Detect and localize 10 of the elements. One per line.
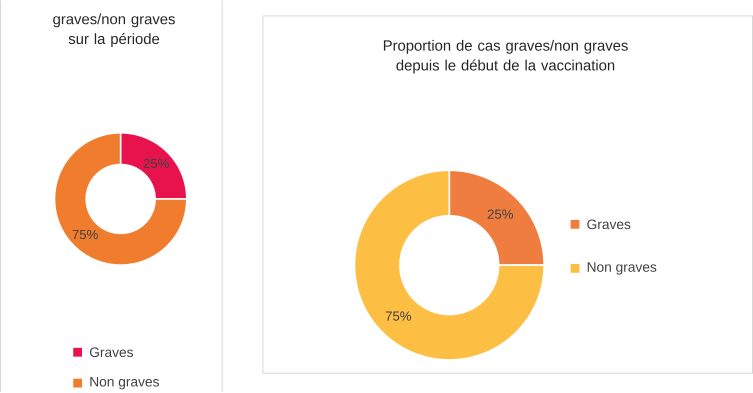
data-label: 25% <box>488 210 513 219</box>
data-label: 75% <box>72 230 98 240</box>
data-label: 25% <box>144 158 169 168</box>
legend-label: Non graves <box>588 262 656 275</box>
legend-label: Non graves <box>90 377 159 390</box>
legend-label: Graves <box>90 347 134 358</box>
chart-title: Proportion de cas graves/non graves depuis le début de la vaccination <box>384 40 628 74</box>
data-label: 75% <box>386 311 412 321</box>
legend-label: Graves <box>587 219 630 230</box>
chart-title: graves/non graves sur la période <box>53 13 175 48</box>
